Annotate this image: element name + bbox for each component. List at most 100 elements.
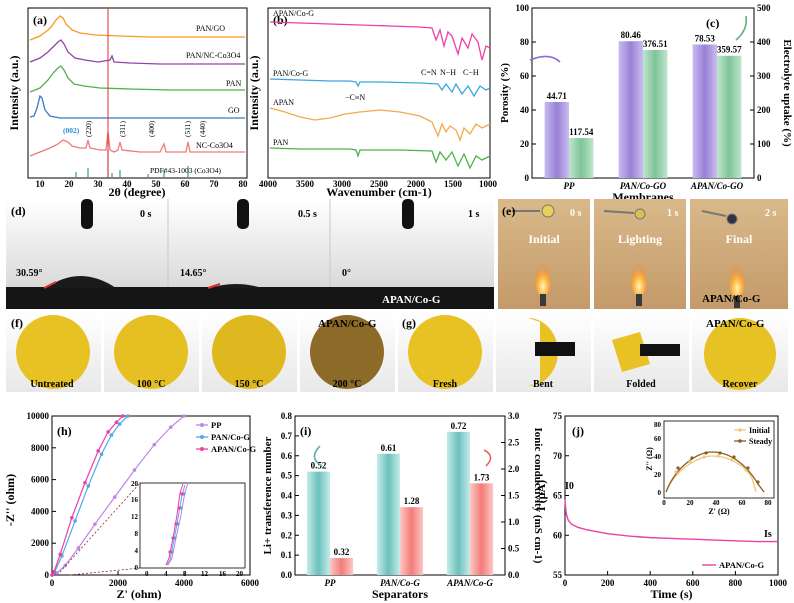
y-tick-label: 80 bbox=[520, 37, 530, 47]
category-label: APAN/Co-GO bbox=[690, 181, 744, 191]
y2-tick-label: 1.0 bbox=[508, 517, 520, 527]
clip-icon bbox=[640, 344, 680, 356]
xrd-peak-511: (511) bbox=[183, 121, 192, 137]
panel-e-time: 2 s bbox=[765, 208, 777, 219]
y2-tick-label: 300 bbox=[757, 71, 771, 81]
y-tick-label: 0.3 bbox=[281, 510, 293, 520]
x-axis-label: Time (s) bbox=[650, 587, 692, 601]
panel-b-xtick: 4000 bbox=[259, 179, 278, 189]
y-tick-label: 40 bbox=[520, 105, 530, 115]
panel-f: (f) APAN/Co-G Untreated 100 °C 150 °C 20… bbox=[6, 312, 395, 392]
panel-f-temp: Untreated bbox=[30, 379, 74, 390]
panel-b-xtick: 1000 bbox=[479, 179, 498, 189]
panel-a-xtick: 40 bbox=[123, 179, 133, 189]
data-point bbox=[121, 414, 125, 418]
substrate-bar bbox=[6, 287, 494, 309]
panel-e-time: 0 s bbox=[570, 208, 582, 219]
y2-tick-label: 2.5 bbox=[508, 438, 520, 448]
data-point bbox=[50, 573, 54, 577]
panel-b-xtick: 2000 bbox=[407, 179, 426, 189]
droplet-icon bbox=[210, 284, 262, 288]
x-tick-label: 6000 bbox=[241, 578, 260, 588]
y-tick-label: 60 bbox=[520, 71, 530, 81]
panel-f-temp: 200 °C bbox=[333, 379, 362, 390]
data-point bbox=[114, 420, 119, 425]
bar-value-label: 376.51 bbox=[643, 39, 668, 49]
bar-value-label: 1.73 bbox=[474, 472, 490, 482]
bar-value-label: 78.53 bbox=[695, 33, 716, 43]
bar-li-transference-number bbox=[306, 471, 330, 575]
panel-h-ylabel: -Z'' (ohm) bbox=[3, 474, 17, 526]
bar-value-label: 0.61 bbox=[381, 443, 397, 453]
bar-value-label: 0.52 bbox=[311, 461, 327, 471]
ftir-annot-c-n-double: C=N bbox=[421, 68, 437, 77]
xrd-label-pan-nc-co3o4: PAN/NC-Co3O4 bbox=[186, 51, 240, 60]
ftir-annot-c-n-triple: −C≡N bbox=[345, 93, 365, 102]
bar-electrolyte-uptake bbox=[643, 49, 668, 178]
bar-value-label: 0.72 bbox=[451, 421, 467, 431]
y2-tick-label: 3.0 bbox=[508, 411, 520, 421]
inset-j-xtick: 60 bbox=[739, 499, 747, 507]
panel-a-xticks: 10 20 30 40 50 60 70 80 bbox=[36, 179, 249, 189]
series-line-apan-co-g bbox=[51, 415, 124, 576]
y-tick-label: 4000 bbox=[31, 506, 50, 516]
ftir-label-pan-co-g: PAN/Co-G bbox=[273, 69, 308, 78]
needle-icon bbox=[402, 199, 414, 229]
inset-h-xtick: 20 bbox=[236, 570, 244, 578]
data-point bbox=[86, 484, 91, 488]
category-label: APAN/Co-G bbox=[446, 578, 493, 588]
legend-marker-initial bbox=[738, 428, 742, 432]
y-tick-label: 20 bbox=[520, 139, 530, 149]
y-tick-label: 10000 bbox=[27, 411, 50, 421]
y2-tick-label: 1.5 bbox=[508, 491, 520, 501]
panel-e-state: Lighting bbox=[618, 232, 662, 246]
panel-a-label: (a) bbox=[33, 13, 47, 27]
xrd-peak-002: (002) bbox=[63, 126, 80, 135]
series-line-pp bbox=[51, 415, 185, 576]
y-tick-label: 0 bbox=[525, 173, 530, 183]
legend-label: PAN/Co-G bbox=[211, 432, 250, 442]
angle-marker-icon bbox=[207, 283, 221, 289]
panel-h-inset-curves bbox=[165, 482, 189, 566]
y2-tick-label: 400 bbox=[757, 37, 771, 47]
y-tick-label: 0 bbox=[45, 570, 50, 580]
y-axis-label: Porosity (%) bbox=[499, 63, 511, 123]
panel-e-sample: APAN/Co-G bbox=[702, 293, 761, 305]
bar-ionic-conductivity bbox=[400, 507, 424, 575]
panel-c-label: (c) bbox=[706, 16, 719, 30]
x-tick-label: 0 bbox=[50, 578, 55, 588]
category-label: PAN/Co-GO bbox=[620, 181, 667, 191]
panel-f-sample: APAN/Co-G bbox=[318, 318, 377, 330]
panel-d-time: 0.5 s bbox=[298, 209, 317, 220]
inset-h-ytick: 8 bbox=[135, 530, 139, 538]
x-tick-label: 600 bbox=[686, 578, 700, 588]
y-tick-label: 0.7 bbox=[281, 431, 293, 441]
panel-b-label: (b) bbox=[273, 13, 288, 27]
chart-c: 0 20 40 60 80 100 0 100 200 300 400 500 44.71 117.54 P… bbox=[499, 3, 793, 204]
separator-disc bbox=[408, 315, 482, 389]
xrd-curve-go bbox=[29, 94, 245, 119]
porosity-arrow-icon bbox=[529, 55, 561, 63]
y-axis-label: I (μA) bbox=[534, 480, 548, 511]
ftir-curve-apan bbox=[269, 107, 491, 142]
data-point bbox=[93, 522, 97, 526]
bar-electrolyte-uptake bbox=[717, 55, 742, 178]
xrd-label-pan: PAN bbox=[226, 79, 241, 88]
bar-porosity bbox=[692, 44, 717, 179]
bar-value-label: 1.28 bbox=[404, 496, 420, 506]
xrd-label-nc-co3o4: NC-Co3O4 bbox=[196, 141, 233, 150]
panel-b-xtick: 3000 bbox=[333, 179, 352, 189]
y-tick-label: 0.4 bbox=[281, 491, 293, 501]
ftir-curve-pan-co-g bbox=[269, 78, 491, 98]
ftir-label-apan: APAN bbox=[273, 98, 294, 107]
panel-a-xtick: 60 bbox=[181, 179, 191, 189]
y-tick-label: 0.0 bbox=[281, 570, 293, 580]
data-point bbox=[52, 570, 56, 574]
panel-d-angle: 0° bbox=[342, 268, 351, 279]
panel-d-time: 0 s bbox=[140, 209, 152, 220]
xrd-label-go: GO bbox=[228, 106, 240, 115]
panel-f-label: (f) bbox=[11, 316, 23, 330]
chart-h: 0 2000 4000 60000200040006000800010000PPPAN… bbox=[27, 411, 260, 588]
panel-a-xtick: 10 bbox=[36, 179, 46, 189]
sample-disc-icon bbox=[726, 213, 738, 225]
